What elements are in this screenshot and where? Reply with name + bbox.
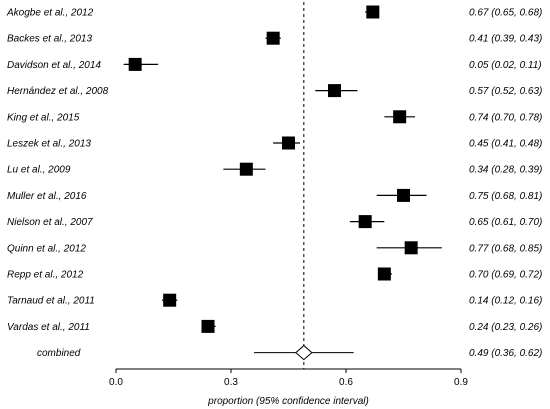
study-label: Nielson et al., 2007: [7, 217, 93, 228]
point-estimate-marker: [282, 136, 295, 150]
point-estimate-marker: [393, 110, 407, 124]
study-label: Hernández et al., 2008: [7, 86, 109, 97]
estimate-ci-label: 0.34 (0.28, 0.39): [469, 165, 542, 176]
point-estimate-marker: [266, 31, 280, 45]
x-axis-ticks: 0.0 0.3 0.6 0.9: [109, 369, 468, 388]
x-tick-label: 0.6: [339, 377, 353, 388]
study-label: Davidson et al., 2014: [7, 60, 101, 71]
study-label: Lu et al., 2009: [7, 165, 71, 176]
point-estimate-marker: [128, 57, 142, 71]
combined-ci-label: 0.49 (0.36, 0.62): [469, 348, 542, 359]
study-row: Lu et al., 2009 0.34 (0.28, 0.39): [7, 162, 542, 176]
point-estimate-marker: [404, 241, 418, 255]
study-label: Backes et al., 2013: [7, 34, 92, 45]
point-estimate-marker: [328, 84, 341, 98]
study-row: Davidson et al., 2014 0.05 (0.02, 0.11): [7, 57, 542, 71]
study-row: Nielson et al., 2007 0.65 (0.61, 0.70): [7, 215, 542, 229]
study-label: Repp et al., 2012: [7, 270, 84, 281]
estimate-ci-label: 0.57 (0.52, 0.63): [469, 86, 542, 97]
combined-label: combined: [37, 348, 81, 359]
x-tick-label: 0.3: [224, 377, 238, 388]
point-estimate-marker: [358, 215, 372, 229]
study-row: Quinn et al., 2012 0.77 (0.68, 0.85): [7, 241, 542, 255]
estimate-ci-label: 0.14 (0.12, 0.16): [469, 296, 542, 307]
study-row: King et al., 2015 0.74 (0.70, 0.78): [7, 110, 542, 124]
point-estimate-marker: [366, 5, 380, 19]
estimate-ci-label: 0.67 (0.65, 0.68): [469, 8, 542, 19]
estimate-ci-label: 0.75 (0.68, 0.81): [469, 191, 542, 202]
study-row: Vardas et al., 2011 0.24 (0.23, 0.26): [7, 319, 542, 333]
study-label: Muller et al., 2016: [7, 191, 87, 202]
estimate-ci-label: 0.05 (0.02, 0.11): [469, 60, 542, 71]
x-tick-label: 0.9: [454, 377, 468, 388]
study-row: Repp et al., 2012 0.70 (0.69, 0.72): [7, 267, 542, 281]
point-estimate-marker: [163, 293, 177, 307]
x-tick-label: 0.0: [109, 377, 123, 388]
study-label: Leszek et al., 2013: [7, 139, 91, 150]
estimate-ci-label: 0.70 (0.69, 0.72): [469, 270, 542, 281]
study-row: Backes et al., 2013 0.41 (0.39, 0.43): [7, 31, 542, 45]
x-axis-title: proportion (95% confidence interval): [207, 396, 369, 407]
estimate-ci-label: 0.65 (0.61, 0.70): [469, 217, 542, 228]
study-row: Muller et al., 2016 0.75 (0.68, 0.81): [7, 188, 542, 202]
study-label: Quinn et al., 2012: [7, 243, 86, 254]
point-estimate-marker: [377, 267, 391, 281]
study-row: Tarnaud et al., 2011 0.14 (0.12, 0.16): [7, 293, 542, 307]
estimate-ci-label: 0.24 (0.23, 0.26): [469, 322, 542, 333]
study-rows: Akogbe et al., 2012 0.67 (0.65, 0.68) Back…: [6, 5, 542, 333]
study-row: Leszek et al., 2013 0.45 (0.41, 0.48): [7, 136, 542, 150]
estimate-ci-label: 0.45 (0.41, 0.48): [469, 139, 542, 150]
study-label: Vardas et al., 2011: [7, 322, 90, 333]
combined-estimate-diamond: [295, 344, 313, 361]
estimate-ci-label: 0.77 (0.68, 0.85): [469, 243, 542, 254]
study-row: Akogbe et al., 2012 0.67 (0.65, 0.68): [6, 5, 542, 19]
study-label: Tarnaud et al., 2011: [7, 296, 95, 307]
estimate-ci-label: 0.74 (0.70, 0.78): [469, 112, 542, 123]
study-row: Hernández et al., 2008 0.57 (0.52, 0.63): [7, 84, 542, 98]
point-estimate-marker: [239, 162, 253, 176]
estimate-ci-label: 0.41 (0.39, 0.43): [469, 34, 542, 45]
study-label: Akogbe et al., 2012: [6, 8, 94, 19]
point-estimate-marker: [397, 188, 410, 202]
combined-row: combined 0.49 (0.36, 0.62): [37, 344, 542, 361]
study-label: King et al., 2015: [7, 112, 80, 123]
point-estimate-marker: [201, 319, 215, 333]
